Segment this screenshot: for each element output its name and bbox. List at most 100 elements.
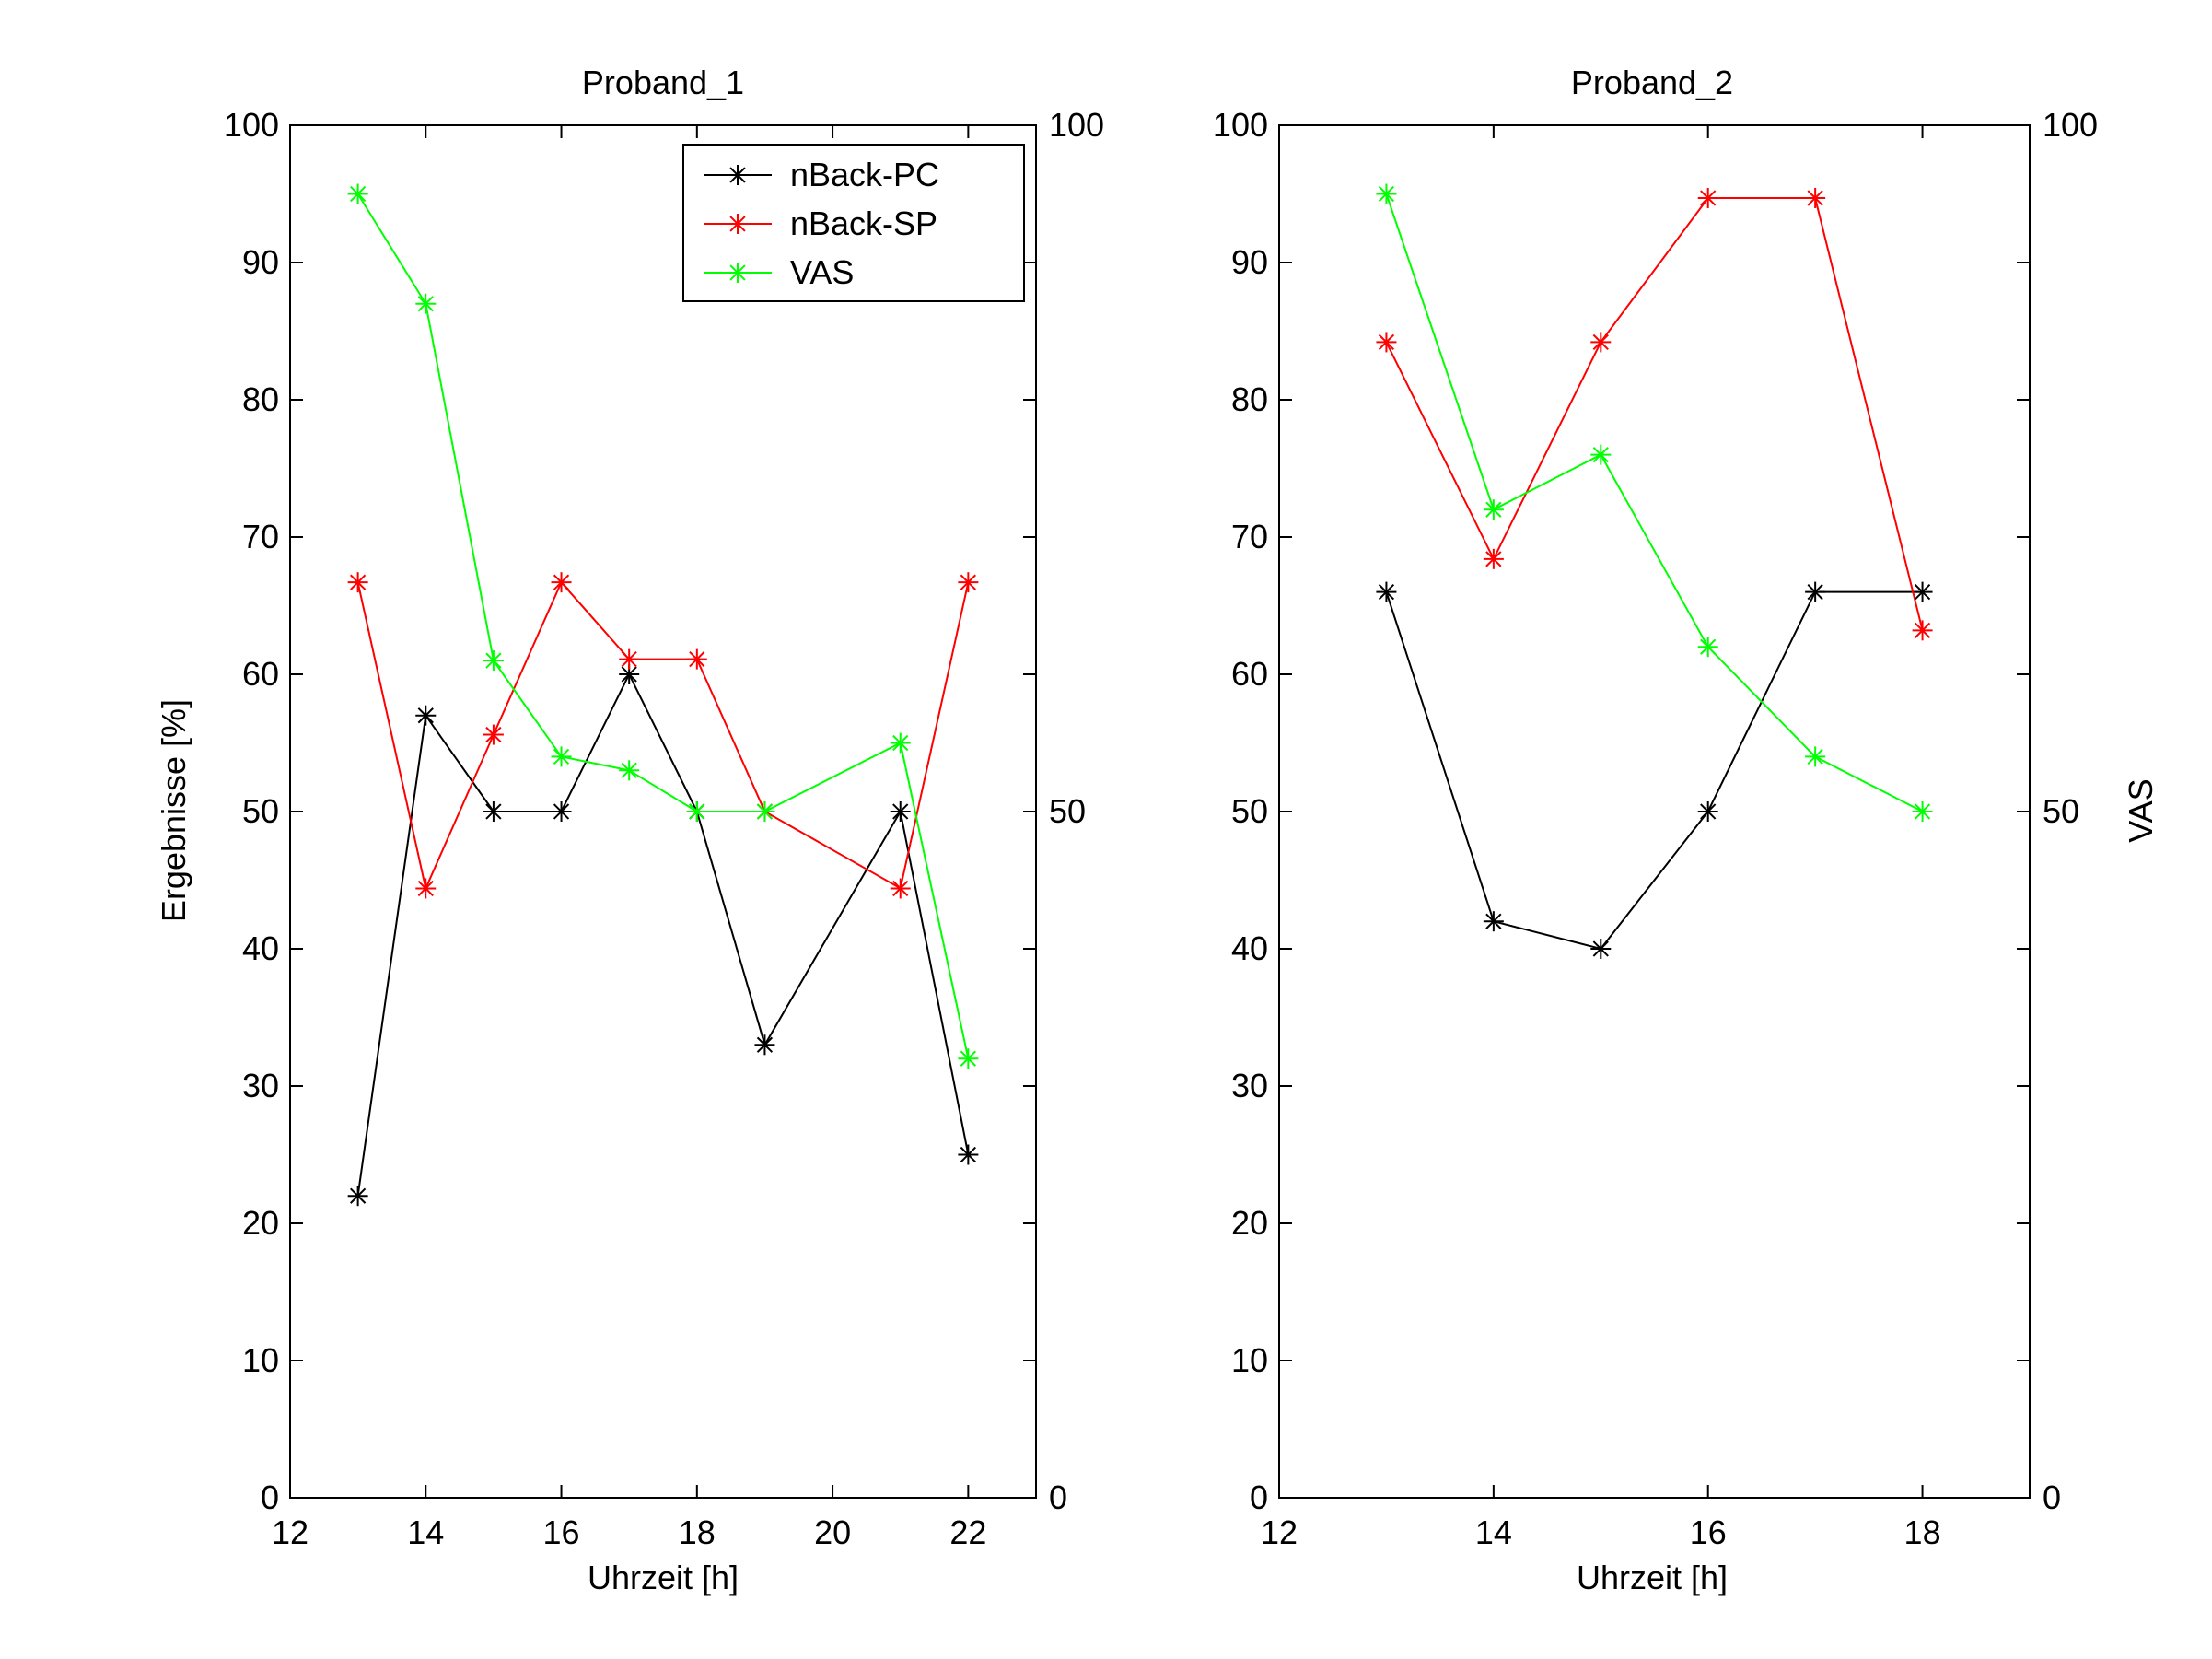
data-point-vas	[483, 650, 504, 672]
data-point-nback-sp	[619, 648, 640, 670]
data-point-nback-pc	[890, 801, 911, 822]
x-axis-label: Uhrzeit [h]	[588, 1559, 739, 1596]
x-tick-label: 14	[407, 1513, 444, 1551]
data-point-nback-sp	[1697, 187, 1718, 208]
legend: nBack-PC nBack-SP VAS	[682, 144, 1025, 302]
series-line-nback-pc	[1385, 590, 1923, 951]
data-point-nback-sp	[1483, 548, 1504, 569]
x-tick-label: 14	[1475, 1513, 1512, 1551]
data-point-nback-sp	[483, 724, 504, 745]
y-tick-label: 0	[261, 1478, 279, 1516]
x-axis-label: Uhrzeit [h]	[1577, 1559, 1728, 1596]
data-point-nback-sp	[686, 648, 707, 670]
y2-tick-label: 0	[2043, 1478, 2061, 1516]
y-tick-label: 70	[1231, 518, 1268, 555]
y-tick-label: 50	[242, 792, 279, 830]
data-point-nback-pc	[483, 801, 504, 822]
data-point-nback-sp	[890, 878, 911, 899]
y-tick-label: 10	[1231, 1341, 1268, 1379]
data-point-vas	[347, 183, 368, 204]
y-tick-label: 60	[242, 655, 279, 693]
x-tick-label: 12	[272, 1513, 309, 1551]
data-point-vas	[1483, 499, 1504, 520]
series-line-vas	[1385, 193, 1924, 812]
data-point-nback-sp	[1376, 332, 1397, 353]
data-point-nback-pc	[1912, 581, 1933, 602]
series-layer	[1376, 183, 1933, 959]
data-point-nback-sp	[1805, 187, 1826, 208]
y-tick-label: 100	[224, 106, 279, 144]
data-point-nback-pc	[1697, 801, 1718, 822]
x-tick-label: 16	[1690, 1513, 1727, 1551]
y-tick-label: 60	[1231, 655, 1268, 693]
data-point-nback-pc	[1805, 581, 1826, 602]
data-point-nback-sp	[958, 572, 979, 593]
y2-tick-label: 100	[2043, 106, 2098, 144]
data-point-nback-sp	[347, 572, 368, 593]
axis-ticks: 12 14 16 18 0 10 20 30 40 50 60 70 80 90 100 0 50 100	[1213, 106, 2098, 1551]
x-tick-label: 18	[679, 1513, 716, 1551]
y-tick-label: 100	[1213, 106, 1268, 144]
data-point-nback-pc	[1376, 581, 1397, 602]
data-point-vas	[1805, 746, 1826, 767]
x-tick-label: 22	[949, 1513, 986, 1551]
y-tick-label: 90	[1231, 243, 1268, 281]
legend-marker	[728, 214, 748, 234]
data-point-nback-pc	[415, 705, 437, 726]
chart-title: Proband_1	[582, 64, 744, 101]
chart-panel-proband-2: Proband_2 Uhrzeit [h] VAS 12 14 16 18 0 10 20 3…	[1213, 64, 2160, 1596]
axis-ticks: 12 14 16 18 20 22 0 10 20 30 40 50 60 70 80 90 100 0 50 100	[224, 106, 1104, 1551]
legend-marker	[728, 263, 748, 283]
data-point-vas	[890, 732, 911, 754]
legend-marker	[728, 165, 748, 185]
y2-tick-label: 50	[2043, 792, 2079, 830]
data-point-vas	[686, 801, 707, 822]
series-layer	[347, 183, 979, 1207]
data-point-vas	[415, 293, 437, 314]
data-point-vas	[619, 760, 640, 781]
x-tick-label: 16	[543, 1513, 580, 1551]
data-point-vas	[754, 801, 775, 822]
x-tick-label: 20	[814, 1513, 851, 1551]
data-point-vas	[958, 1048, 979, 1069]
data-point-vas	[1697, 637, 1718, 658]
y-tick-label: 20	[242, 1204, 279, 1242]
y2-tick-label: 50	[1049, 792, 1086, 830]
y-axis-label: Ergebnisse [%]	[155, 699, 192, 922]
y-tick-label: 0	[1250, 1478, 1268, 1516]
legend-label-nback-sp: nBack-SP	[790, 204, 937, 242]
data-point-nback-pc	[754, 1034, 775, 1056]
data-point-nback-pc	[1590, 939, 1612, 959]
y-tick-label: 70	[242, 518, 279, 555]
data-point-nback-pc	[347, 1186, 368, 1207]
data-point-nback-sp	[551, 572, 572, 593]
legend-label-nback-pc: nBack-PC	[790, 156, 939, 193]
data-point-nback-pc	[551, 801, 572, 822]
y2-tick-label: 100	[1049, 106, 1104, 144]
y-tick-label: 30	[1231, 1067, 1268, 1104]
y-tick-label: 30	[242, 1067, 279, 1104]
data-point-nback-sp	[415, 878, 437, 899]
data-point-vas	[1912, 801, 1933, 822]
y-tick-label: 20	[1231, 1204, 1268, 1242]
y-tick-label: 80	[1231, 380, 1268, 418]
data-point-nback-sp	[1590, 332, 1612, 353]
series-line-nback-sp	[1385, 197, 1924, 631]
y-tick-label: 40	[1231, 929, 1268, 967]
y2-tick-label: 0	[1049, 1478, 1067, 1516]
data-point-nback-sp	[1912, 620, 1933, 641]
x-tick-label: 12	[1261, 1513, 1298, 1551]
data-point-vas	[1590, 444, 1612, 465]
chart-panel-proband-1: Proband_1 Uhrzeit [h] Ergebnisse [%] 12 1…	[155, 64, 1104, 1596]
y-tick-label: 80	[242, 380, 279, 418]
legend-label-vas: VAS	[790, 253, 854, 291]
y-tick-label: 50	[1231, 792, 1268, 830]
y-tick-label: 90	[242, 243, 279, 281]
y-tick-label: 40	[242, 929, 279, 967]
data-point-vas	[551, 746, 572, 767]
x-tick-label: 18	[1904, 1513, 1941, 1551]
y-tick-label: 10	[242, 1341, 279, 1379]
y2-axis-label: VAS	[2122, 778, 2160, 842]
